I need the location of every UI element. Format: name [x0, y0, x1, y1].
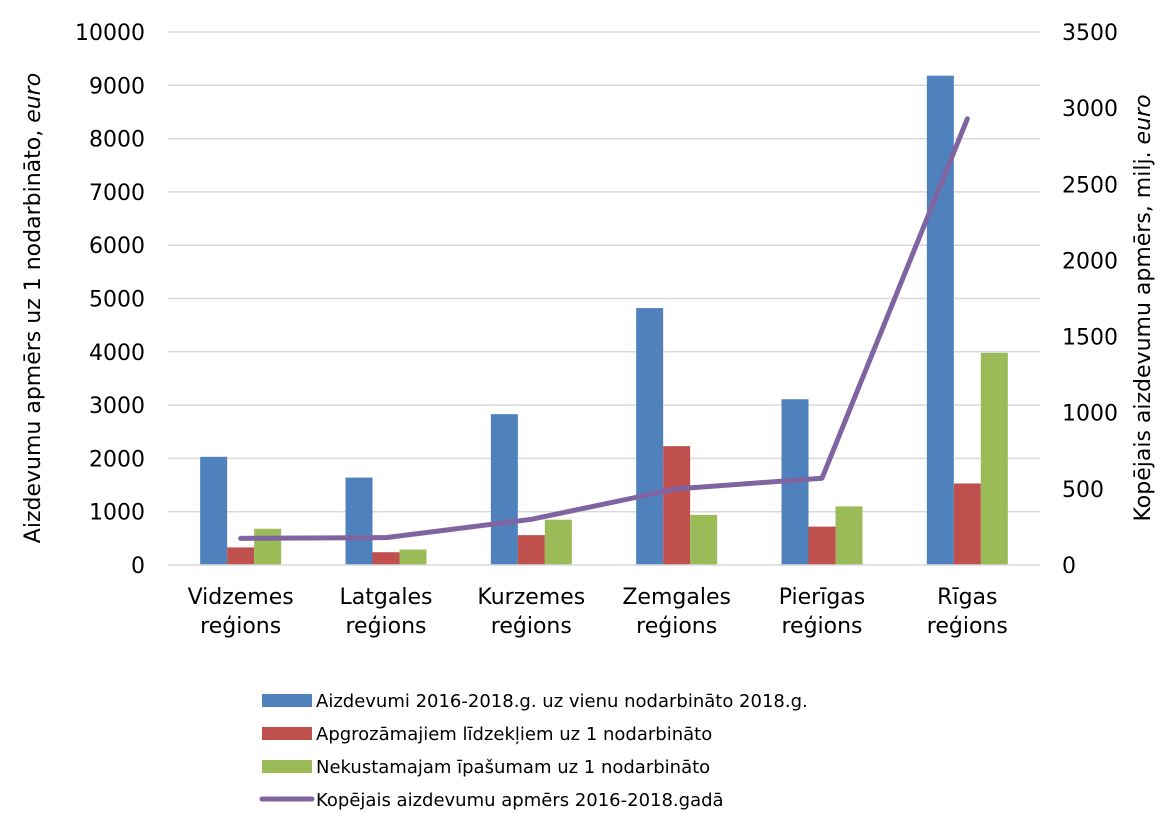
bar-series-2 — [517, 535, 545, 565]
bar-series-3 — [544, 519, 572, 565]
y-left-tick-label: 6000 — [89, 234, 145, 259]
legend-label: Nekustamajam īpašumam uz 1 nodarbināto — [316, 757, 710, 778]
bar-series-3 — [690, 514, 718, 565]
y-left-tick-label: 5000 — [89, 288, 145, 313]
y-axis-right-title: Kopējais aizdevumu apmērs, milj. euro — [1131, 94, 1156, 521]
y-right-tick-label: 500 — [1062, 478, 1104, 503]
axes: 0100020003000400050006000700080009000100… — [75, 21, 1118, 639]
bar-series-1 — [926, 75, 954, 566]
legend-label: Kopējais aizdevumu apmērs 2016-2018.gadā — [316, 790, 724, 811]
bars — [200, 75, 1008, 566]
y-right-tick-label: 2000 — [1062, 249, 1118, 274]
y-left-tick-label: 10000 — [75, 21, 145, 46]
bar-series-1 — [200, 456, 228, 565]
y-left-tick-label: 1000 — [89, 501, 145, 526]
bar-series-3 — [835, 506, 863, 565]
y-left-tick-label: 7000 — [89, 181, 145, 206]
x-category-label: Latgales reģions — [340, 585, 433, 639]
y-right-tick-label: 2500 — [1062, 173, 1118, 198]
x-category-label: Pierīgas reģions — [779, 585, 866, 639]
x-category-label: Zemgales reģions — [622, 585, 731, 639]
y-left-tick-label: 8000 — [89, 128, 145, 153]
bar-series-2 — [953, 483, 981, 565]
bar-series-1 — [490, 414, 518, 565]
legend-label: Apgrozāmajiem līdzekļiem uz 1 nodarbināt… — [316, 724, 712, 745]
gridlines — [168, 31, 1040, 513]
legend: Aizdevumi 2016-2018.g. uz vienu nodarbin… — [259, 691, 808, 811]
y-left-tick-label: 0 — [131, 554, 145, 579]
legend-swatch — [262, 694, 312, 707]
x-category-label: Rīgas reģions — [927, 585, 1008, 639]
legend-swatch — [262, 760, 312, 773]
legend-label: Aizdevumi 2016-2018.g. uz vienu nodarbin… — [316, 691, 808, 712]
line-series — [238, 116, 970, 541]
bar-series-2 — [227, 547, 255, 565]
y-right-tick-label: 1000 — [1062, 402, 1118, 427]
bar-series-1 — [636, 308, 664, 565]
line-series-total — [238, 116, 970, 541]
legend-swatch — [262, 727, 312, 740]
y-left-tick-label: 4000 — [89, 341, 145, 366]
bar-series-2 — [372, 552, 400, 565]
y-left-tick-label: 3000 — [89, 394, 145, 419]
y-right-tick-label: 0 — [1062, 554, 1076, 579]
bar-series-3 — [980, 352, 1008, 565]
bar-series-3 — [254, 528, 282, 565]
y-left-tick-label: 9000 — [89, 74, 145, 99]
y-left-tick-label: 2000 — [89, 447, 145, 472]
y-right-tick-label: 3500 — [1062, 21, 1118, 46]
x-category-label: Kurzemes reģions — [477, 585, 585, 639]
bar-series-3 — [399, 549, 427, 565]
y-axis-left-title: Aizdevumu apmērs uz 1 nodarbināto, euro — [21, 73, 46, 543]
y-right-tick-label: 3000 — [1062, 97, 1118, 122]
bar-series-2 — [808, 526, 836, 565]
bar-series-2 — [663, 446, 691, 565]
bar-series-1 — [345, 477, 373, 565]
y-right-tick-label: 1500 — [1062, 326, 1118, 351]
x-category-label: Vidzemes reģions — [188, 585, 294, 639]
